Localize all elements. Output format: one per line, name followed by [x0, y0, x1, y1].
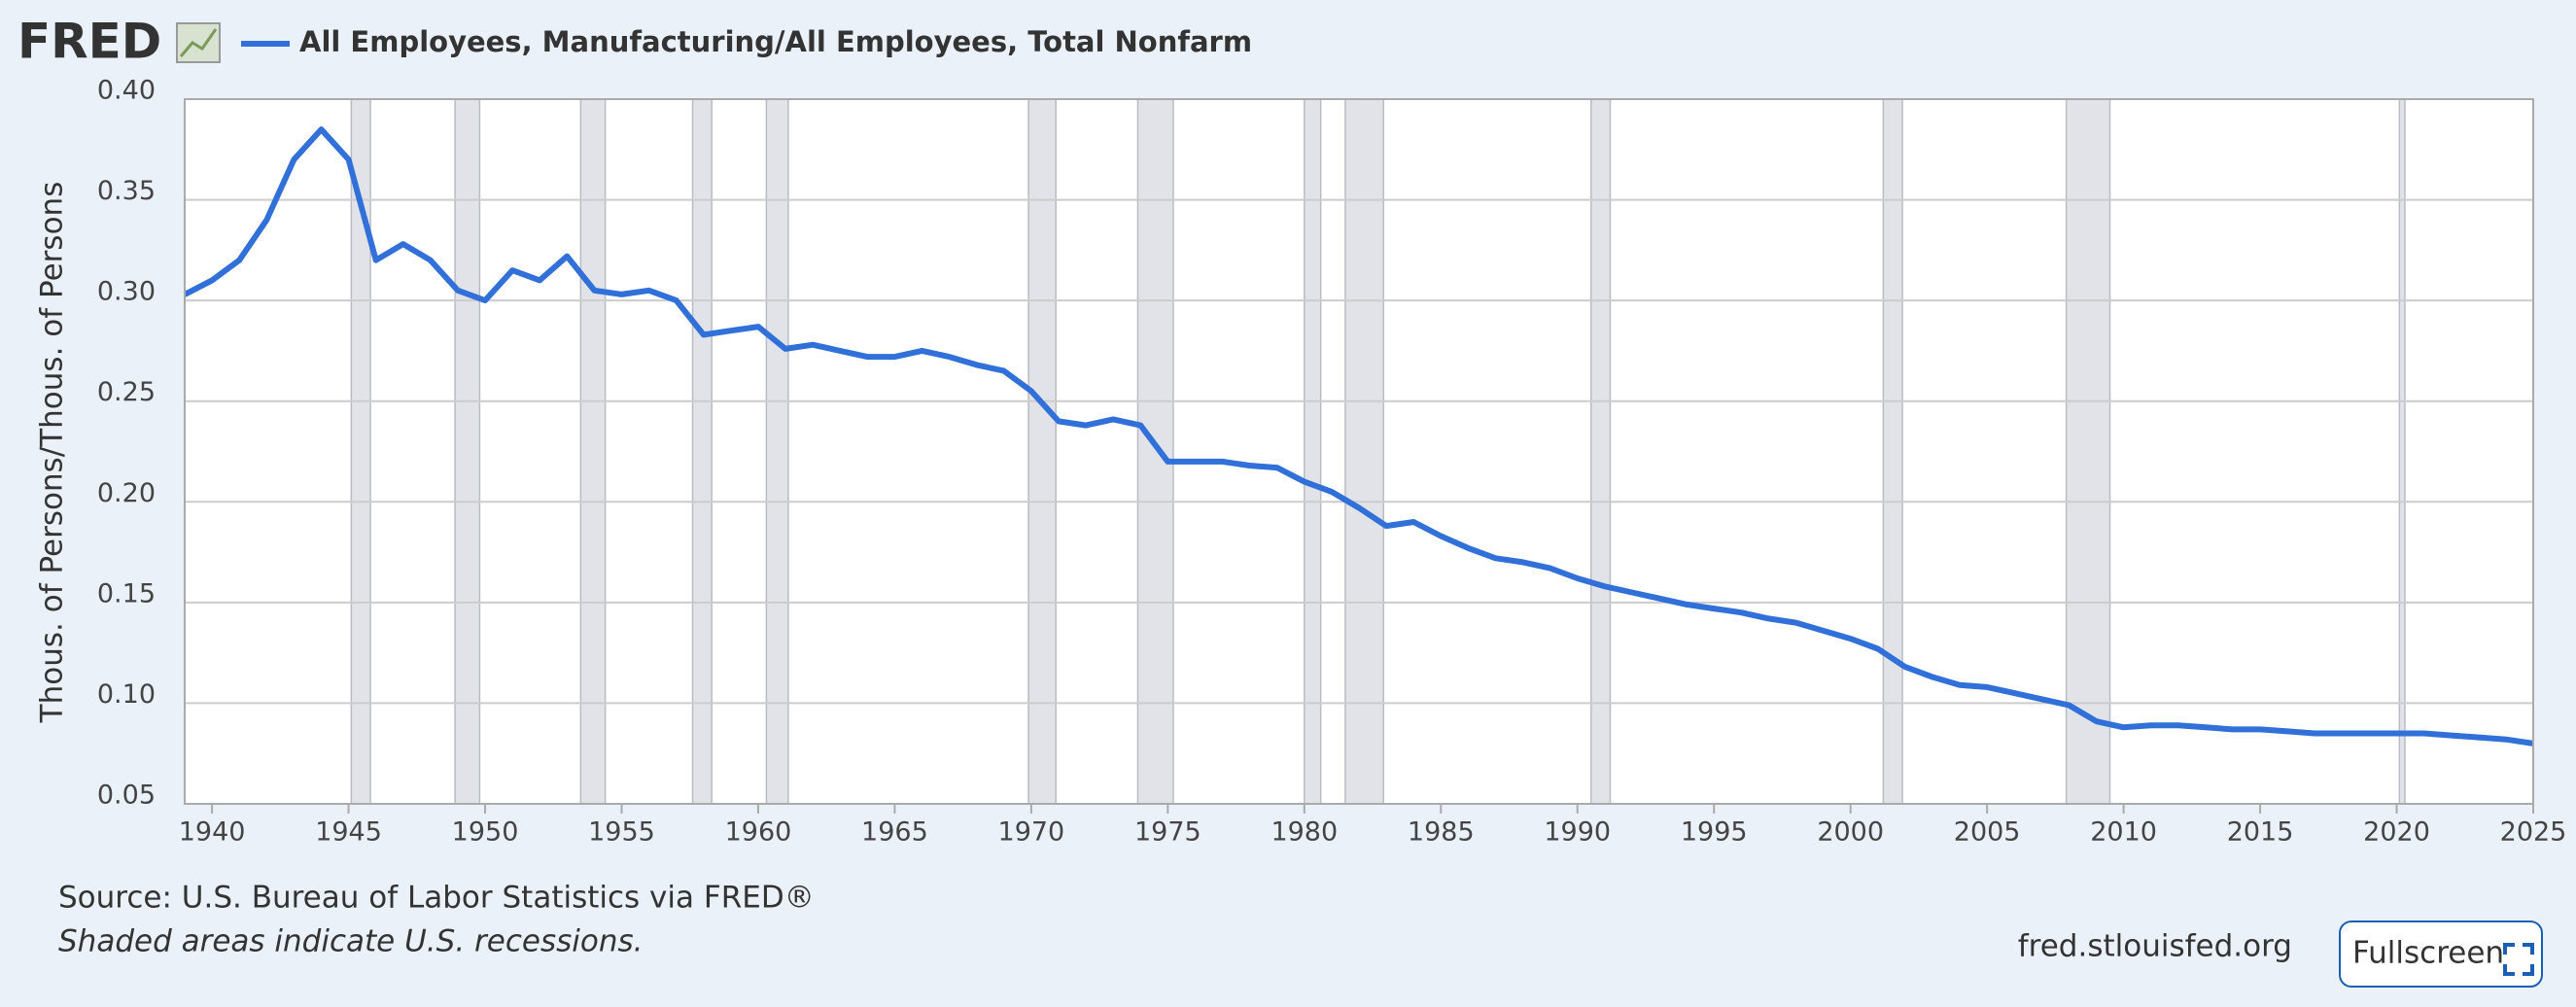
x-tick-label: 2005 — [1954, 817, 2021, 848]
recession-band — [765, 98, 789, 805]
y-tick-label: 0.05 — [97, 781, 156, 811]
recession-band — [1304, 98, 1322, 805]
button-label[interactable]: Fullscreen — [2352, 936, 2504, 971]
x-tick-label: 2010 — [2090, 817, 2157, 848]
recession-note: Shaded areas indicate U.S. recessions. — [58, 924, 644, 959]
recession-band — [2065, 98, 2111, 805]
y-tick-label: 0.40 — [97, 76, 156, 106]
x-tick-label: 1945 — [315, 817, 382, 848]
recession-band — [454, 98, 481, 805]
recession-band — [1590, 98, 1612, 805]
x-tick-label: 2015 — [2227, 817, 2294, 848]
data-line — [183, 126, 2534, 747]
x-tick-label: 1965 — [861, 817, 928, 848]
recession-band — [2398, 98, 2406, 805]
x-tick-label: 1975 — [1134, 817, 1201, 848]
x-tick-label: 1955 — [588, 817, 655, 848]
y-tick-label: 0.10 — [97, 679, 156, 710]
legend-label: All Employees, Manufacturing/All Employe… — [299, 25, 1252, 58]
y-tick-label: 0.15 — [97, 578, 156, 608]
y-tick-label: 0.20 — [97, 478, 156, 508]
x-tick-label: 1990 — [1544, 817, 1611, 848]
y-axis-label: Thous. of Persons/Thous. of Persons — [35, 182, 70, 724]
recession-band — [579, 98, 607, 805]
source: Source: U.S. Bureau of Labor Statistics … — [58, 881, 815, 916]
plot-border — [184, 98, 2534, 805]
x-tick-label: 1995 — [1681, 817, 1748, 848]
y-tick-label: 0.25 — [97, 377, 156, 407]
logo: FRED — [17, 14, 161, 70]
recession-band — [1882, 98, 1903, 805]
x-tick-label: 2000 — [1817, 817, 1884, 848]
x-tick-label: 1985 — [1408, 817, 1475, 848]
recession-band — [691, 98, 713, 805]
y-tick-label: 0.30 — [97, 277, 156, 307]
x-tick-label: 1960 — [725, 817, 792, 848]
x-tick-label: 1980 — [1271, 817, 1338, 848]
x-tick-label: 1950 — [452, 817, 519, 848]
site-url: fred.stlouisfed.org — [2018, 929, 2292, 964]
x-tick-label: 1940 — [179, 817, 246, 848]
x-tick-label: 2020 — [2363, 817, 2430, 848]
recession-band — [1136, 98, 1174, 805]
x-tick-label: 1970 — [998, 817, 1065, 848]
logo-icon — [176, 22, 221, 63]
x-tick-label: 2025 — [2500, 817, 2567, 848]
recession-band — [1027, 98, 1057, 805]
y-tick-label: 0.35 — [97, 176, 156, 206]
recession-band — [1344, 98, 1385, 805]
fullscreen-button[interactable]: Fullscreen — [2339, 920, 2543, 988]
